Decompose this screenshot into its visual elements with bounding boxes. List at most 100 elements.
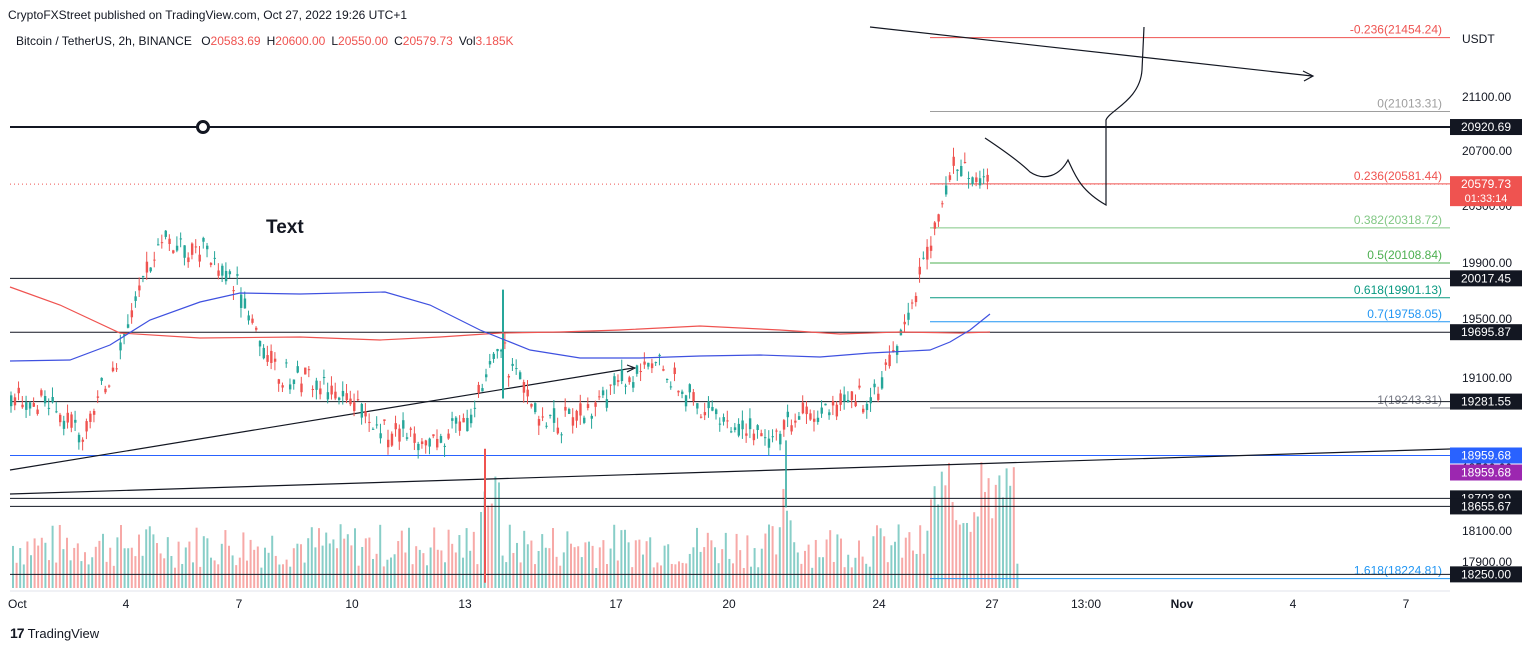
volume-bar (58, 524, 61, 588)
candle-body (884, 362, 888, 365)
volume-bar (447, 529, 450, 588)
candle-body (677, 390, 680, 393)
volume-bar (919, 525, 922, 588)
volume-bar (123, 548, 126, 588)
candle-body (534, 403, 537, 413)
volume-bar (508, 524, 511, 588)
volume-bar (764, 533, 767, 588)
candle-body (281, 385, 284, 388)
candle-body (322, 377, 326, 379)
candle-body (55, 411, 58, 413)
ohlc-key-vol: Vol (458, 34, 476, 48)
candle-body (436, 438, 439, 448)
candle-body (413, 433, 416, 443)
candle-body (956, 169, 959, 171)
candle-body (349, 398, 352, 405)
volume-bar (627, 542, 630, 588)
volume-bar (750, 566, 752, 588)
candle-body (473, 407, 477, 409)
volume-bar (264, 547, 266, 588)
fib-label: -0.236(21454.24) (1350, 23, 1442, 37)
candle-body (575, 410, 578, 421)
volume-bar (544, 547, 547, 588)
candle-body (360, 403, 364, 418)
volume-bar (375, 553, 378, 588)
volume-bar (706, 532, 709, 588)
volume-bar (710, 540, 713, 588)
volume-bar (436, 549, 439, 588)
volume-bar (217, 564, 220, 588)
y-tick-label: 19100.00 (1462, 371, 1512, 385)
volume-bar (782, 488, 785, 588)
volume-bar (94, 546, 97, 588)
volume-bar (915, 553, 918, 588)
moving-average-blue (9, 291, 991, 362)
volume-bar (242, 532, 245, 588)
purple-price-label-bg (1450, 464, 1522, 481)
candle-body (771, 436, 774, 438)
volume-bar (109, 547, 112, 588)
volume-bar (822, 557, 824, 588)
volume-bar (588, 541, 590, 588)
candle-body (880, 377, 884, 389)
volume-bar (310, 527, 313, 588)
fib-label: 0.5(20108.84) (1367, 248, 1442, 262)
candle-body (609, 384, 612, 386)
volume-bar (638, 539, 641, 588)
volume-bar (642, 554, 644, 588)
candle-body (337, 397, 341, 400)
volume-bar (634, 540, 637, 588)
volume-bar (166, 537, 169, 588)
candle-body (711, 407, 714, 411)
candle-body (824, 403, 827, 406)
volume-bar (681, 562, 684, 588)
volume-bar (44, 542, 47, 588)
candle-body (662, 369, 665, 371)
candle-body (315, 380, 318, 390)
candle-body (567, 408, 571, 414)
ohlc-key-c: C (394, 34, 403, 48)
volume-bar (498, 482, 500, 588)
x-tick-label: Nov (1171, 597, 1194, 611)
candle-body (869, 397, 872, 404)
ohlc-key-l: L (331, 34, 339, 48)
volume-bar (339, 524, 342, 588)
volume-bar (426, 565, 428, 588)
volume-bar (800, 563, 803, 588)
volume-bar (112, 565, 115, 588)
candle-body (221, 265, 224, 276)
candle-body (100, 377, 103, 381)
volume-bar (163, 558, 166, 588)
candle-body (665, 378, 669, 380)
volume-bar (429, 547, 432, 588)
candle-body (583, 417, 586, 423)
candle-body (605, 399, 609, 408)
candle-body (326, 392, 330, 400)
candle-body (907, 312, 910, 320)
candle-body (877, 393, 880, 400)
volume-bar (922, 553, 925, 588)
candle-body (153, 259, 156, 261)
candle-body (172, 250, 175, 253)
volume-bar (156, 543, 158, 588)
trendline-upper (869, 26, 1313, 77)
volume-bar (825, 539, 828, 588)
candle-body (285, 362, 288, 364)
candle-body (552, 408, 556, 423)
candle-body (96, 396, 100, 398)
candle-body (32, 403, 36, 407)
candle-body (914, 295, 918, 303)
candle-body (119, 342, 122, 351)
volume-bar (735, 533, 738, 588)
volume-bar (660, 565, 662, 588)
volume-bar (235, 565, 238, 588)
volume-bar (400, 530, 403, 588)
candle-body (862, 408, 865, 413)
candle-body (138, 285, 141, 291)
volume-bar (440, 550, 443, 588)
candle-body (850, 391, 854, 400)
volume-bar (670, 563, 673, 588)
volume-bar (912, 550, 914, 588)
candle-body (149, 267, 152, 272)
